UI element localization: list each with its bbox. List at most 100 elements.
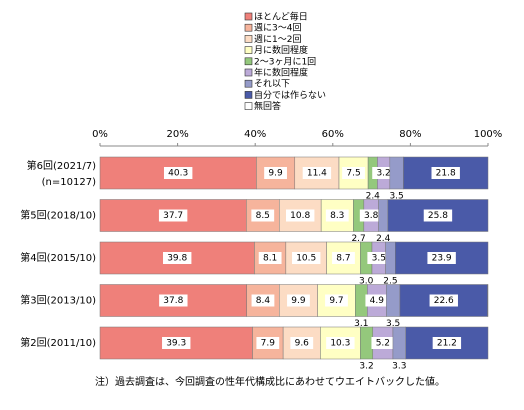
value-label: 3.3 xyxy=(392,362,406,372)
legend-swatch xyxy=(244,68,253,77)
legend-label: 週に3～4回 xyxy=(254,23,301,34)
value-label: 37.7 xyxy=(163,211,183,221)
legend-swatch xyxy=(244,35,253,43)
legend-label: ほとんど毎日 xyxy=(254,11,308,23)
category-label: 第6回(2021/7) xyxy=(27,159,96,172)
value-label: 10.3 xyxy=(330,339,350,349)
value-label: 3.2 xyxy=(376,169,390,179)
value-label: 39.3 xyxy=(166,339,186,349)
category-label: 第4回(2015/10) xyxy=(20,251,96,264)
value-label-box xyxy=(325,294,348,307)
value-label-box xyxy=(372,167,396,179)
value-label-box xyxy=(251,294,275,307)
value-label: 40.3 xyxy=(168,169,188,179)
value-label-box xyxy=(158,209,188,222)
value-label-box xyxy=(264,167,287,179)
value-label-box xyxy=(371,337,395,349)
value-label: 21.8 xyxy=(436,169,456,179)
value-label-box xyxy=(427,252,456,264)
value-label: 8.7 xyxy=(336,254,350,264)
value-label-box xyxy=(292,252,321,264)
category-label: 第2回(2011/10) xyxy=(20,336,96,349)
value-label-box xyxy=(423,209,453,222)
value-label: 2.7 xyxy=(351,234,365,244)
value-label-box xyxy=(258,252,282,264)
legend-swatch xyxy=(244,12,253,21)
value-label-box xyxy=(159,294,188,307)
value-label: 39.8 xyxy=(167,254,187,264)
value-label: 9.9 xyxy=(291,296,306,306)
value-label-box xyxy=(287,294,310,307)
value-label: 9.9 xyxy=(268,169,283,179)
value-label: 3.5 xyxy=(372,254,386,264)
value-label-box xyxy=(342,167,365,179)
value-label: 8.1 xyxy=(263,254,277,264)
legend-swatch xyxy=(244,46,253,54)
x-tick-label: 20% xyxy=(166,129,188,140)
x-tick-label: 100% xyxy=(474,129,503,140)
legend-label: 週に1～2回 xyxy=(254,34,301,45)
value-label: 10.5 xyxy=(296,254,316,264)
value-label: 8.3 xyxy=(330,211,344,221)
value-label: 2.4 xyxy=(376,234,391,244)
value-label: 10.8 xyxy=(290,211,310,221)
legend-label: 月に数回程度 xyxy=(254,44,308,56)
x-tick-label: 40% xyxy=(244,129,266,140)
footnote: 注）過去調査は、今回調査の性年代構成比にあわせてウエイトバックした値。 xyxy=(95,375,445,388)
legend-swatch xyxy=(244,102,253,110)
value-label: 3.2 xyxy=(359,362,373,372)
value-label: 37.8 xyxy=(163,296,183,306)
value-label: 3.8 xyxy=(364,211,379,221)
value-label-box xyxy=(365,294,389,307)
legend-label: 2～3ヶ月に1回 xyxy=(254,56,316,67)
value-label: 21.2 xyxy=(437,339,457,349)
category-label: 第3回(2013/10) xyxy=(20,294,96,307)
value-label: 5.2 xyxy=(376,339,390,349)
value-label: 3.5 xyxy=(386,319,400,329)
value-label: 4.9 xyxy=(370,296,385,306)
legend-label: 自分では作らない xyxy=(254,89,326,101)
legend-label: 年に数回程度 xyxy=(254,67,308,79)
value-label: 11.4 xyxy=(307,169,327,179)
value-label: 25.8 xyxy=(428,211,448,221)
value-label-box xyxy=(290,337,314,349)
value-label-box xyxy=(162,337,191,349)
legend-swatch xyxy=(244,23,253,32)
value-label: 3.1 xyxy=(354,319,368,329)
value-label-box xyxy=(251,209,275,222)
bar-segment xyxy=(389,156,404,190)
category-label: 第5回(2018/10) xyxy=(20,209,96,222)
x-tick-label: 80% xyxy=(399,129,421,140)
legend-swatch xyxy=(244,57,253,66)
value-label: 2.4 xyxy=(366,192,381,202)
value-label: 7.9 xyxy=(261,339,276,349)
value-label-box xyxy=(432,337,462,349)
value-label-box xyxy=(325,209,349,222)
x-tick-label: 60% xyxy=(322,129,344,140)
value-label: 3.5 xyxy=(389,192,403,202)
bar-segment xyxy=(385,241,396,275)
category-sublabel: (n=10127) xyxy=(42,177,96,188)
value-label: 22.6 xyxy=(434,296,454,306)
value-label-box xyxy=(359,209,383,222)
legend-swatch xyxy=(244,79,253,88)
value-label: 7.5 xyxy=(346,169,360,179)
value-label: 9.6 xyxy=(295,339,310,349)
value-label: 3.0 xyxy=(359,277,374,287)
value-label-box xyxy=(326,337,355,349)
value-label: 2.5 xyxy=(383,277,397,287)
legend-label: それ以下 xyxy=(254,79,290,90)
value-label-box xyxy=(431,167,460,179)
legend-label: 無回答 xyxy=(254,100,281,112)
bar-segment xyxy=(360,326,374,360)
value-label-box xyxy=(163,252,192,264)
x-tick-label: 0% xyxy=(92,129,108,140)
value-label-box xyxy=(286,209,315,222)
value-label-box xyxy=(302,167,332,179)
bar-segment xyxy=(392,326,406,360)
legend-swatch xyxy=(244,91,253,99)
bar-segment xyxy=(378,199,389,232)
value-label: 8.5 xyxy=(256,211,270,221)
value-label: 23.9 xyxy=(432,254,452,264)
